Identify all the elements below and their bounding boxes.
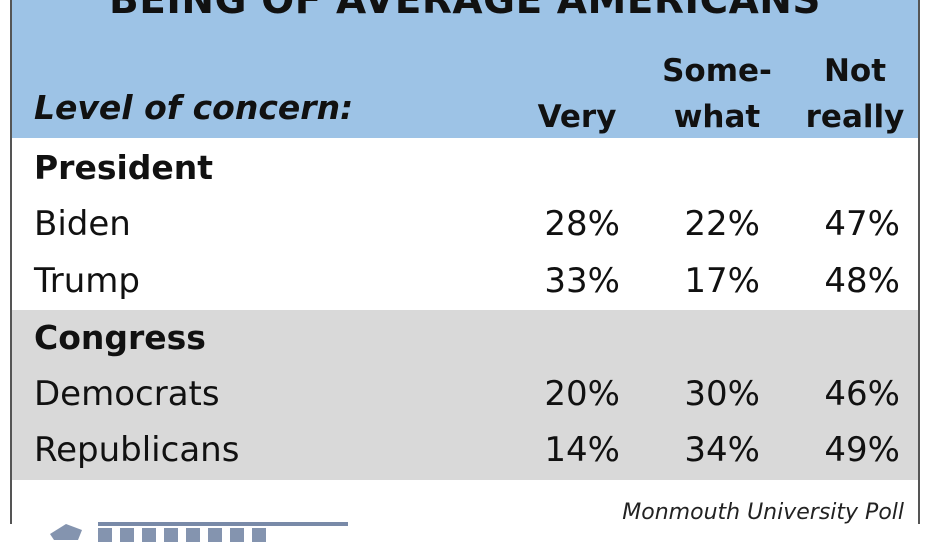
column-header-line2: really: [805, 99, 905, 135]
column-header-line2: Very: [537, 99, 617, 135]
row-header-label: Level of concern:: [34, 88, 354, 127]
table-cell: 30%: [684, 374, 760, 414]
row-label: Republicans: [34, 430, 240, 470]
monmouth-logo-icon: [50, 522, 348, 542]
table-footer: Monmouth University Poll: [12, 480, 918, 524]
table-cell: 22%: [684, 204, 760, 244]
source-note: Monmouth University Poll: [622, 500, 904, 524]
table-cell: 33%: [544, 261, 620, 301]
table-title: BEING OF AVERAGE AMERICANS: [109, 0, 821, 23]
column-header-very: Very: [502, 48, 652, 140]
table-header: BEING OF AVERAGE AMERICANS Level of conc…: [12, 0, 918, 138]
table-cell: 34%: [684, 430, 760, 470]
column-header-somewhat: Some- what: [642, 48, 792, 140]
group-label: President: [34, 148, 214, 187]
poll-table: BEING OF AVERAGE AMERICANS Level of conc…: [10, 0, 920, 524]
column-header-line2: what: [673, 99, 761, 135]
table-cell: 20%: [544, 374, 620, 414]
row-label: Biden: [34, 204, 131, 244]
row-label: Democrats: [34, 374, 220, 414]
column-header-line1: Some-: [662, 53, 772, 89]
group-band-congress: Congress Democrats 20% 30% 46% Republica…: [12, 310, 918, 480]
column-header-line1: [502, 48, 652, 94]
table-cell: 48%: [824, 261, 900, 301]
table-cell: 46%: [824, 374, 900, 414]
column-header-not-really: Not really: [780, 48, 918, 140]
group-label: Congress: [34, 318, 206, 357]
table-cell: 47%: [824, 204, 900, 244]
table-cell: 14%: [544, 430, 620, 470]
group-band-president: President Biden 28% 22% 47% Trump 33% 17…: [12, 138, 918, 310]
column-header-line1: Not: [823, 53, 887, 89]
table-cell: 17%: [684, 261, 760, 301]
table-cell: 28%: [544, 204, 620, 244]
row-label: Trump: [34, 261, 141, 301]
table-cell: 49%: [824, 430, 900, 470]
